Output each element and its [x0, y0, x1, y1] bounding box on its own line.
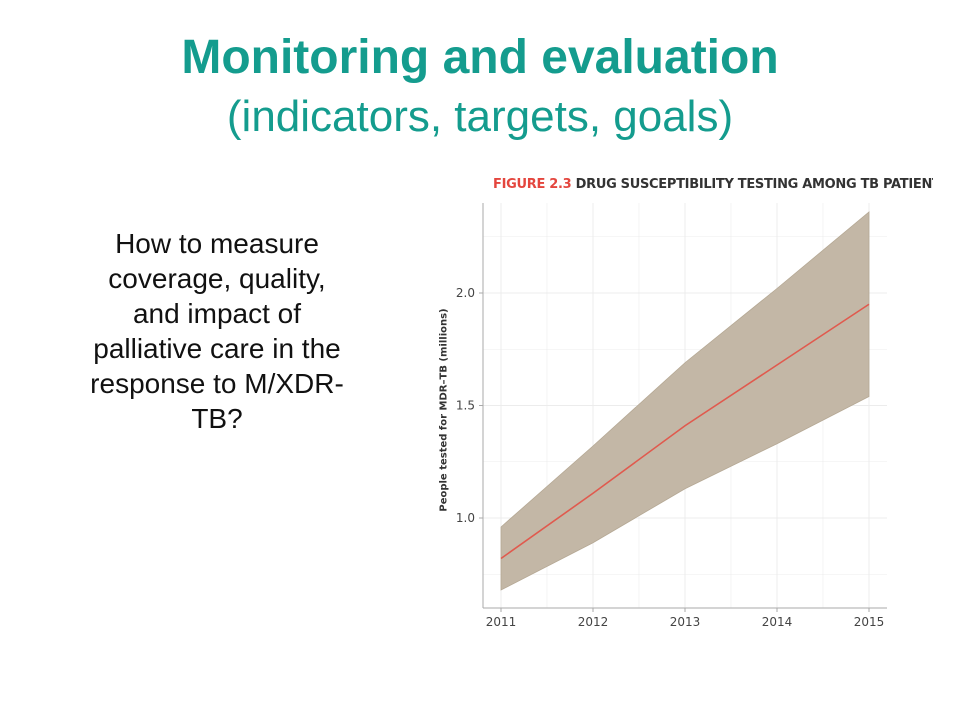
x-tick-label: 2014 — [762, 615, 793, 629]
line-layer — [500, 303, 870, 560]
x-tick-label: 2012 — [578, 615, 609, 629]
y-tick-label: 2.0 — [456, 286, 475, 300]
axis-layer — [479, 203, 887, 612]
x-tick-label: 2011 — [486, 615, 517, 629]
x-tick-label: 2013 — [670, 615, 701, 629]
band-layer — [500, 211, 870, 591]
figure-caption: FIGURE 2.3 DRUG SUSCEPTIBILITY TESTING A… — [493, 177, 933, 197]
question-text: How to measure coverage, quality, and im… — [90, 228, 344, 434]
tick-layer: 2011 2012 2013 2014 2015 1.0 1.5 2.0 — [456, 286, 884, 629]
series-line — [500, 303, 870, 560]
chart: 2011 2012 2013 2014 2015 1.0 1.5 2.0 — [456, 203, 887, 629]
slide-title: Monitoring and evaluation — [181, 31, 779, 84]
y-tick-label: 1.0 — [456, 511, 475, 525]
slide-subtitle: (indicators, targets, goals) — [226, 92, 734, 141]
figure-caption-number: FIGURE 2.3 — [493, 177, 572, 192]
uncertainty-band — [500, 211, 870, 591]
x-tick-label: 2015 — [854, 615, 885, 629]
y-tick-label: 1.5 — [456, 399, 475, 413]
figure-caption-text: DRUG SUSCEPTIBILITY TESTING AMONG TB PAT… — [575, 177, 933, 192]
